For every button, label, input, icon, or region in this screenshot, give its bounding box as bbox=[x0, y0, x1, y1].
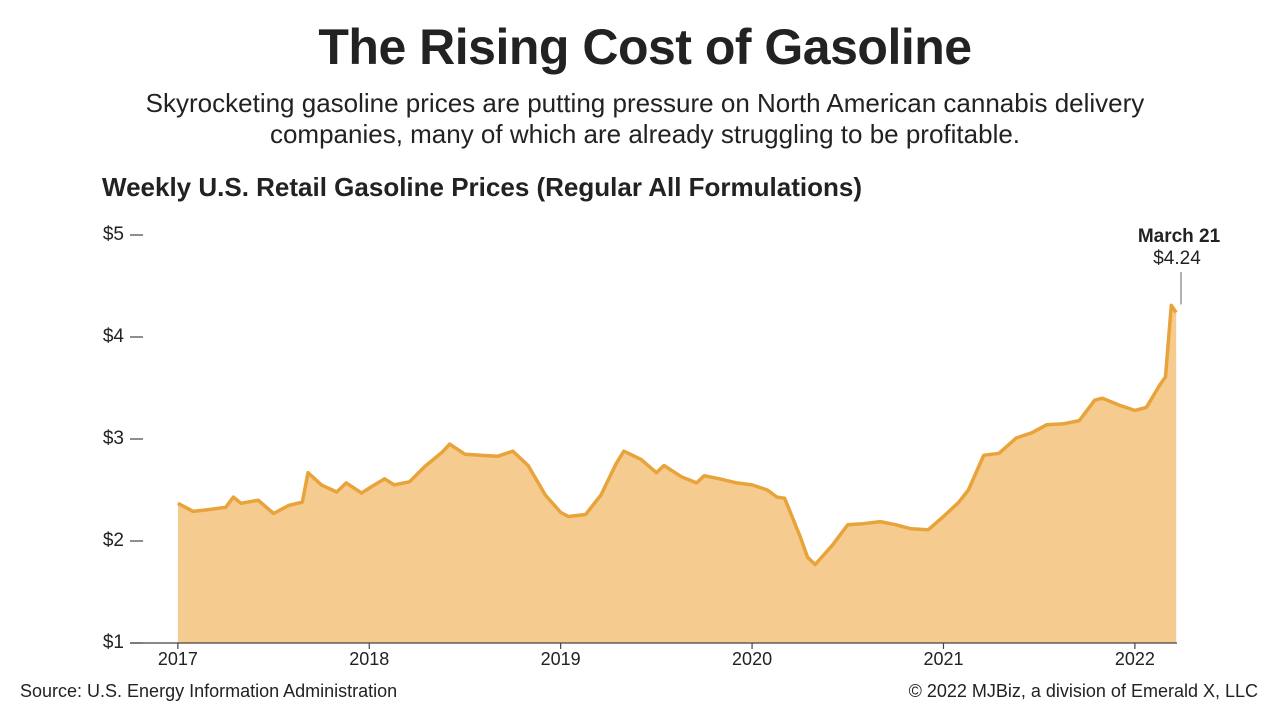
y-tick-label: $5 bbox=[103, 224, 124, 245]
y-tick-label: $2 bbox=[103, 530, 124, 551]
x-tick-label: 2022 bbox=[1115, 649, 1155, 669]
chart-title: Weekly U.S. Retail Gasoline Prices (Regu… bbox=[102, 172, 862, 202]
subtitle: Skyrocketing gasoline prices are putting… bbox=[145, 88, 1145, 149]
annotation-value: $4.24 bbox=[1153, 248, 1201, 269]
y-tick-label: $4 bbox=[103, 326, 125, 347]
x-tick-label: 2019 bbox=[541, 649, 581, 669]
annotation-date: March 21 bbox=[1138, 226, 1221, 247]
source: Source: U.S. Energy Information Administ… bbox=[20, 681, 397, 701]
x-tick-label: 2017 bbox=[158, 649, 198, 669]
x-tick-label: 2020 bbox=[732, 649, 772, 669]
credit: © 2022 MJBiz, a division of Emerald X, L… bbox=[909, 681, 1258, 701]
x-tick-label: 2018 bbox=[349, 649, 389, 669]
line bbox=[177, 303, 1178, 567]
y-tick-label: $3 bbox=[103, 428, 124, 449]
x-tick-label: 2021 bbox=[923, 649, 963, 669]
y-tick-label: $1 bbox=[103, 632, 124, 653]
page-title: The Rising Cost of Gasoline bbox=[318, 19, 972, 75]
